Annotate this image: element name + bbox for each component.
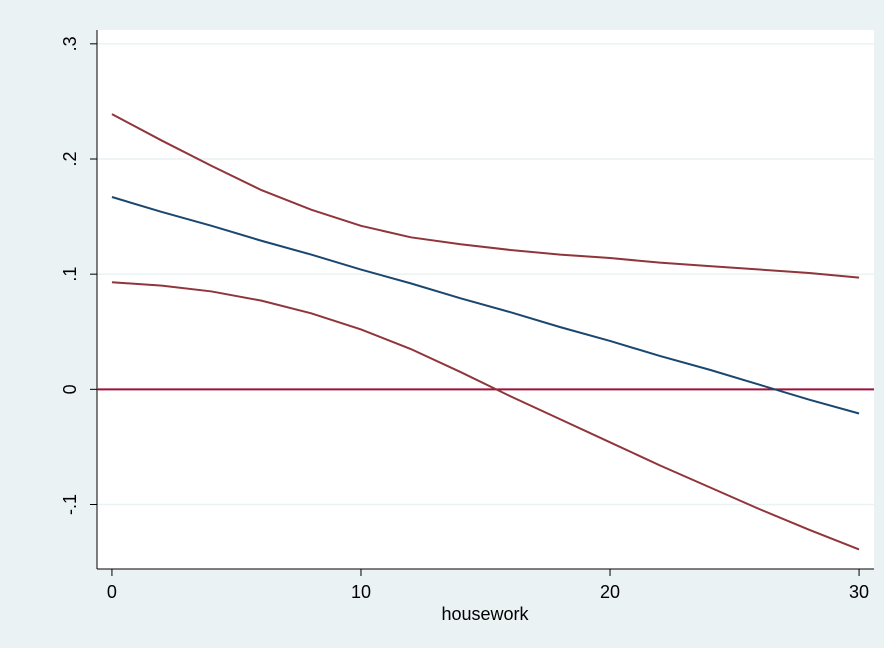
x-tick-label: 20 — [600, 582, 620, 602]
x-tick-label: 10 — [351, 582, 371, 602]
x-axis-title: housework — [441, 604, 529, 624]
plot-area — [97, 30, 874, 569]
series-line — [111, 281, 860, 551]
x-tick-label: 30 — [849, 582, 869, 602]
y-tick-label: 0 — [60, 384, 80, 394]
y-tick-label: .1 — [60, 267, 80, 282]
y-tick-label: .2 — [60, 151, 80, 166]
series-line — [111, 196, 860, 415]
series-line — [111, 113, 860, 279]
y-tick-label: .3 — [60, 36, 80, 51]
y-tick-label: -.1 — [60, 494, 80, 515]
x-tick-label: 0 — [107, 582, 117, 602]
